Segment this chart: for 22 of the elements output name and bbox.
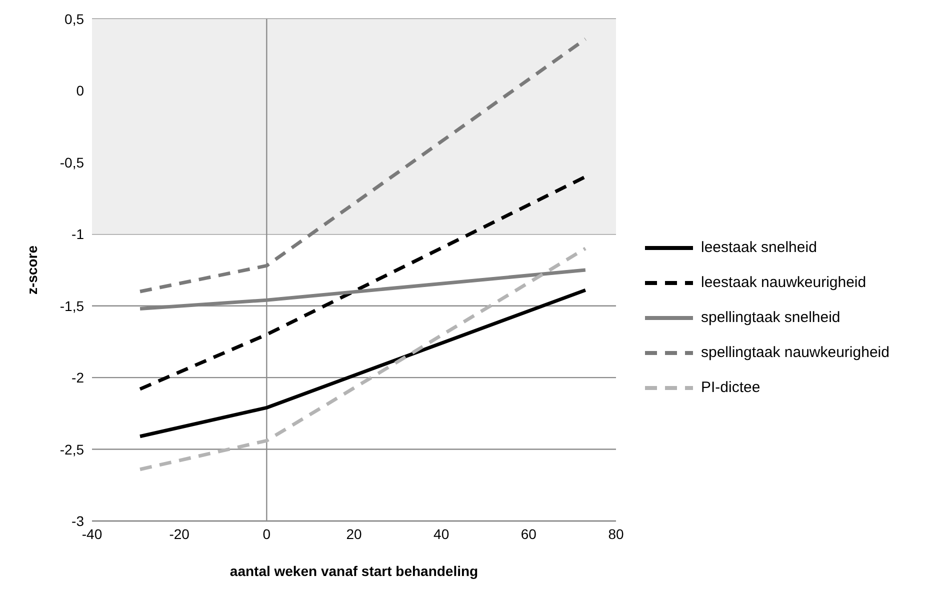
legend-label: spellingtaak snelheid (701, 309, 840, 326)
x-tick-label: 20 (346, 526, 362, 542)
legend-label: spellingtaak nauwkeurigheid (701, 344, 890, 361)
x-tick-label: 0 (262, 526, 271, 542)
y-tick-label: 0 (76, 82, 84, 99)
x-tick-label: 60 (520, 526, 537, 542)
legend-label: leestaak nauwkeurigheid (701, 274, 866, 291)
y-tick-label: -1 (72, 226, 84, 242)
x-tick-label: -20 (169, 526, 190, 542)
x-tick-label: -40 (82, 526, 102, 542)
y-tick-label: 0,5 (64, 10, 84, 27)
y-tick-label: -2 (72, 370, 84, 386)
legend-label: leestaak snelheid (701, 239, 817, 256)
y-tick-label: -2,5 (60, 441, 84, 458)
y-tick-label: -0,5 (60, 154, 84, 170)
legend-label: PI-dictee (701, 379, 760, 396)
y-axis-title: z-score (24, 245, 40, 295)
x-tick-label: 80 (608, 526, 624, 542)
y-tick-label: -3 (72, 512, 84, 529)
x-axis-title: aantal weken vanaf start behandeling (230, 563, 478, 579)
y-tick-label: -1,5 (60, 298, 84, 314)
x-tick-label: 40 (434, 526, 450, 542)
